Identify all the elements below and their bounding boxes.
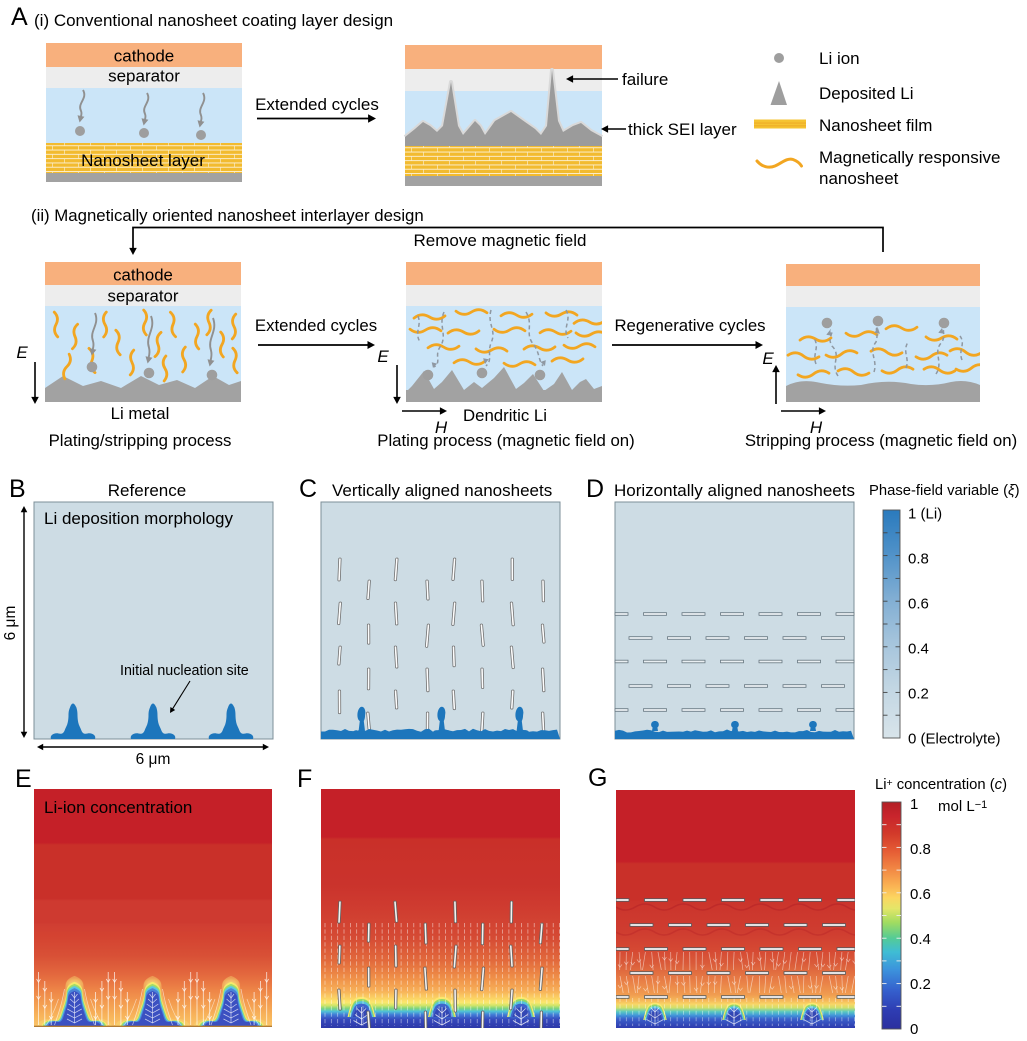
svg-text:separator: separator [108, 287, 179, 306]
svg-text:0 (Electrolyte): 0 (Electrolyte) [908, 731, 1001, 748]
svg-text:0.2: 0.2 [908, 686, 929, 703]
svg-text:Nanosheet layer: Nanosheet layer [81, 151, 205, 170]
svg-text:cathode: cathode [114, 47, 175, 66]
svg-text:0.4: 0.4 [908, 641, 929, 658]
svg-text:6 μm: 6 μm [136, 751, 171, 768]
svg-text:0.6: 0.6 [910, 886, 931, 903]
svg-text:0.8: 0.8 [908, 551, 929, 568]
svg-text:G: G [588, 764, 607, 792]
svg-text:1: 1 [910, 796, 918, 813]
svg-text:Plating process (magnetic fiel: Plating process (magnetic field on) [377, 431, 634, 450]
svg-text:0.8: 0.8 [910, 841, 931, 858]
svg-text:Phase-field variable (ξ): Phase-field variable (ξ) [869, 483, 1020, 499]
svg-text:H: H [810, 418, 823, 437]
svg-text:failure: failure [622, 70, 668, 89]
svg-text:Li+ concentration (c): Li+ concentration (c) [875, 777, 1007, 793]
svg-text:E: E [377, 347, 389, 366]
svg-text:0.4: 0.4 [910, 931, 931, 948]
svg-text:Initial nucleation site: Initial nucleation site [120, 663, 249, 679]
svg-text:0: 0 [910, 1021, 918, 1038]
svg-text:Stripping process (magnetic fi: Stripping process (magnetic field on) [745, 431, 1017, 450]
svg-text:thick SEI layer: thick SEI layer [628, 120, 737, 139]
svg-text:Li metal: Li metal [111, 404, 170, 423]
svg-text:Li deposition morphology: Li deposition morphology [44, 509, 234, 528]
svg-text:(ii) Magnetically oriented nan: (ii) Magnetically oriented nanosheet int… [31, 206, 424, 225]
svg-text:Plating/stripping process: Plating/stripping process [49, 431, 232, 450]
svg-text:Nanosheet film: Nanosheet film [819, 116, 932, 135]
svg-text:nanosheet: nanosheet [819, 169, 899, 188]
svg-text:cathode: cathode [113, 266, 173, 285]
svg-text:E: E [15, 765, 32, 793]
svg-text:separator: separator [108, 67, 180, 86]
svg-text:Vertically aligned nanosheets: Vertically aligned nanosheets [332, 481, 552, 500]
svg-text:Horizontally aligned nanosheet: Horizontally aligned nanosheets [614, 481, 855, 500]
svg-text:Extended cycles: Extended cycles [255, 95, 379, 114]
svg-text:1 (Li): 1 (Li) [908, 506, 942, 523]
svg-text:Magnetically responsive: Magnetically responsive [819, 148, 1000, 167]
svg-text:Remove magnetic field: Remove magnetic field [414, 231, 587, 250]
svg-text:0.2: 0.2 [910, 976, 931, 993]
svg-text:Extended cycles: Extended cycles [255, 316, 377, 335]
svg-text:H: H [435, 418, 448, 437]
svg-text:Reference: Reference [108, 481, 186, 500]
svg-text:B: B [9, 475, 26, 503]
svg-text:E: E [16, 343, 28, 362]
svg-text:Li-ion concentration: Li-ion concentration [44, 798, 192, 817]
svg-text:Li ion: Li ion [819, 49, 860, 68]
svg-text:6 μm: 6 μm [2, 606, 19, 641]
svg-text:D: D [586, 475, 604, 503]
svg-text:(i) Conventional nanosheet coa: (i) Conventional nanosheet coating layer… [34, 11, 393, 30]
svg-text:Regenerative cycles: Regenerative cycles [614, 316, 765, 335]
svg-text:Dendritic Li: Dendritic Li [463, 406, 547, 425]
svg-text:A: A [11, 3, 28, 31]
svg-text:0.6: 0.6 [908, 596, 929, 613]
svg-text:E: E [762, 349, 774, 368]
svg-text:Deposited Li: Deposited Li [819, 84, 914, 103]
svg-text:C: C [299, 475, 317, 503]
svg-text:F: F [297, 765, 312, 793]
